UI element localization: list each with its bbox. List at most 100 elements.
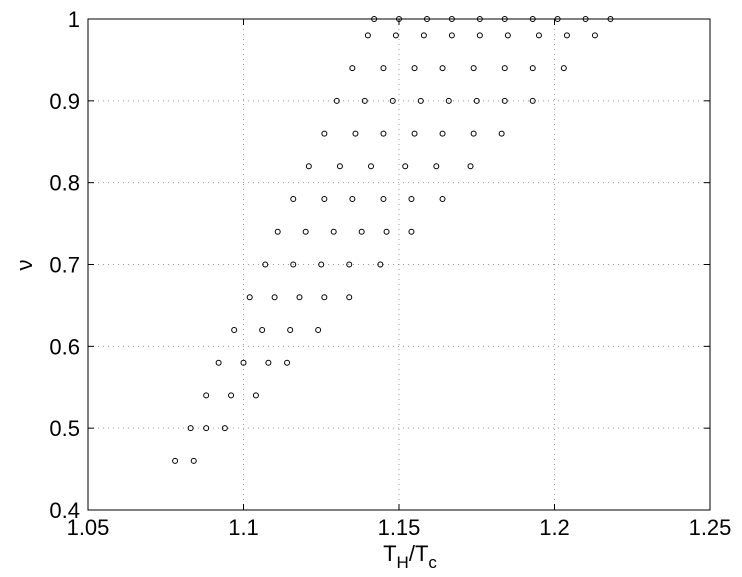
point	[445, 97, 452, 104]
point	[383, 228, 390, 235]
point	[330, 228, 337, 235]
point	[470, 130, 477, 137]
point	[377, 261, 384, 268]
point	[529, 65, 536, 72]
point	[231, 326, 238, 333]
point	[349, 196, 356, 203]
point	[371, 16, 378, 22]
point	[246, 294, 253, 301]
point	[535, 32, 542, 39]
point	[352, 130, 359, 137]
point	[591, 32, 598, 39]
point	[476, 16, 483, 22]
point	[321, 130, 328, 137]
y-tick-label: 0.7	[49, 253, 80, 278]
point	[504, 32, 511, 39]
point	[262, 261, 269, 268]
x-tick-label: 1.2	[539, 515, 570, 540]
x-label-part: /T	[409, 541, 429, 566]
point	[368, 163, 375, 170]
point	[271, 294, 278, 301]
point	[346, 294, 353, 301]
point	[380, 130, 387, 137]
point	[290, 196, 297, 203]
point	[187, 425, 194, 432]
point	[287, 326, 294, 333]
point	[392, 32, 399, 39]
point	[563, 32, 570, 39]
point	[333, 97, 340, 104]
axes-box	[87, 18, 711, 511]
point	[321, 196, 328, 203]
y-tick-label: 0.5	[49, 416, 80, 441]
x-axis-label: TH/Tc	[383, 541, 437, 572]
x-tick-label: 1.25	[689, 515, 732, 540]
point	[498, 130, 505, 137]
point	[408, 196, 415, 203]
point	[358, 228, 365, 235]
point	[501, 65, 508, 72]
point	[470, 65, 477, 72]
point	[560, 65, 567, 72]
point	[274, 228, 281, 235]
point	[349, 65, 356, 72]
point	[554, 16, 561, 22]
y-tick-label: 0.4	[49, 498, 80, 523]
point	[473, 97, 480, 104]
x-tick-label: 1.05	[67, 515, 110, 540]
x-label-part: c	[428, 553, 437, 572]
point	[172, 457, 179, 464]
point	[607, 16, 614, 22]
x-label-part: T	[383, 541, 396, 566]
point	[380, 196, 387, 203]
y-tick-label: 1	[68, 7, 80, 32]
point	[321, 294, 328, 301]
point	[476, 32, 483, 39]
point	[228, 392, 235, 399]
point	[284, 359, 291, 366]
point	[305, 163, 312, 170]
x-label-part: H	[397, 553, 409, 572]
point	[439, 65, 446, 72]
y-axis-label: ν	[12, 260, 37, 271]
point	[439, 196, 446, 203]
point	[402, 163, 409, 170]
point	[501, 16, 508, 22]
point	[423, 16, 430, 22]
point	[364, 32, 371, 39]
point	[336, 163, 343, 170]
point	[259, 326, 266, 333]
point	[240, 359, 247, 366]
point	[302, 228, 309, 235]
point	[411, 130, 418, 137]
point	[582, 16, 589, 22]
point	[203, 425, 210, 432]
point	[346, 261, 353, 268]
point	[380, 65, 387, 72]
point	[411, 65, 418, 72]
point	[467, 163, 474, 170]
point	[408, 228, 415, 235]
point	[501, 97, 508, 104]
point	[296, 294, 303, 301]
point	[417, 97, 424, 104]
point	[361, 97, 368, 104]
point	[221, 425, 228, 432]
point	[529, 97, 536, 104]
point	[315, 326, 322, 333]
y-tick-label: 0.6	[49, 334, 80, 359]
point	[433, 163, 440, 170]
point	[396, 16, 402, 22]
point	[190, 457, 197, 464]
point	[420, 32, 427, 39]
point	[265, 359, 272, 366]
y-tick-label: 0.8	[49, 171, 80, 196]
y-tick-label: 0.9	[49, 89, 80, 114]
point	[252, 392, 259, 399]
point	[215, 359, 222, 366]
point	[439, 130, 446, 137]
x-tick-label: 1.15	[378, 515, 421, 540]
point	[318, 261, 325, 268]
point	[529, 16, 536, 22]
